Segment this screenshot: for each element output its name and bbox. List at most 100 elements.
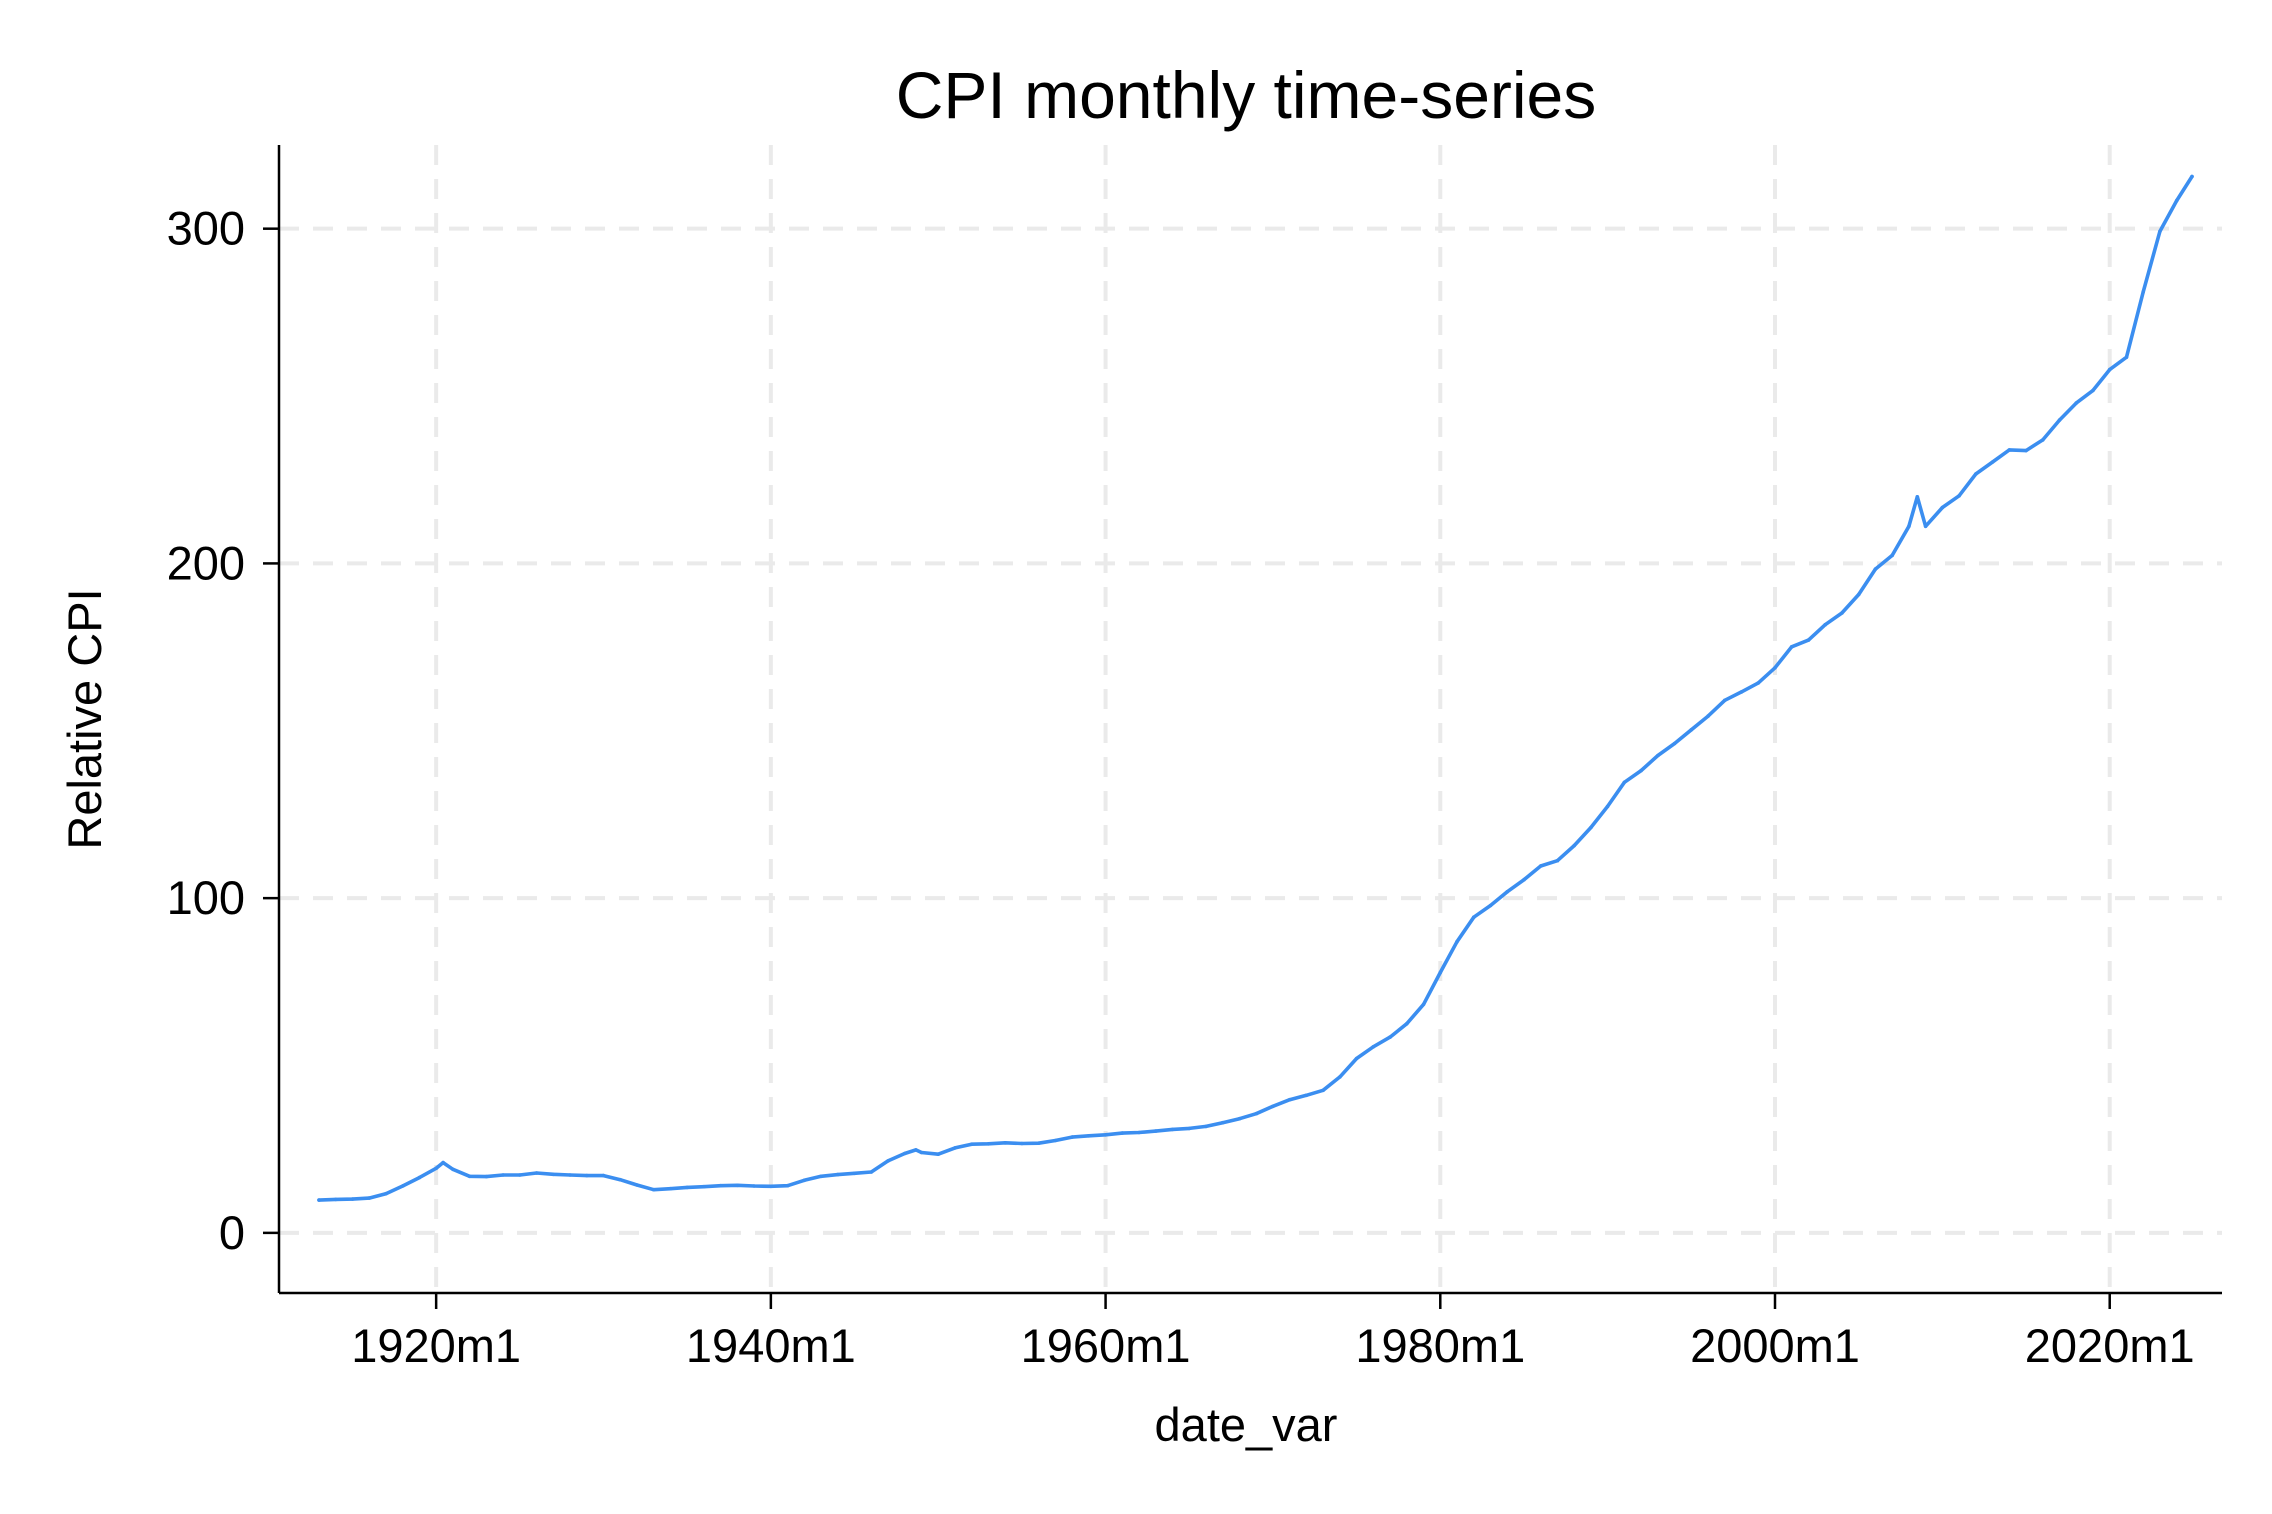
x-tick-label: 2000m1 — [1690, 1319, 1860, 1372]
data-point — [1472, 915, 1476, 919]
data-point — [1103, 1133, 1108, 1137]
data-point — [735, 1183, 740, 1188]
data-point — [1915, 495, 1920, 499]
data-point — [1873, 567, 1878, 571]
data-point — [1120, 1131, 1125, 1135]
data-point — [1271, 1104, 1275, 1109]
data-point — [785, 1183, 790, 1188]
data-point — [1070, 1135, 1074, 1139]
y-tick-label: 0 — [219, 1206, 245, 1259]
series-layer — [317, 174, 2194, 1202]
data-point — [2074, 401, 2078, 405]
data-point — [1455, 939, 1459, 944]
data-point — [1438, 970, 1443, 975]
data-point — [367, 1196, 372, 1200]
data-point — [484, 1174, 489, 1179]
data-point — [317, 1198, 321, 1202]
data-point — [1672, 741, 1677, 746]
data-point — [333, 1197, 338, 1202]
data-point — [1488, 903, 1493, 908]
data-point — [384, 1191, 388, 1196]
data-point — [1806, 638, 1811, 642]
data-point — [1589, 825, 1593, 830]
data-point — [434, 1166, 438, 1171]
x-axis-title: date_var — [1155, 1398, 1338, 1451]
data-point — [618, 1177, 622, 1182]
data-point — [2057, 418, 2062, 422]
data-point — [1689, 728, 1694, 732]
data-point — [1940, 505, 1945, 510]
data-point — [501, 1173, 505, 1177]
data-point — [919, 1150, 924, 1155]
data-point — [1287, 1097, 1292, 1102]
data-point — [986, 1142, 991, 1146]
data-point — [1555, 858, 1560, 863]
data-point — [1087, 1134, 1091, 1138]
data-point — [1538, 864, 1543, 868]
data-point — [1003, 1141, 1007, 1145]
data-point — [1723, 698, 1727, 703]
data-point — [1220, 1120, 1225, 1125]
data-point — [2091, 388, 2095, 393]
data-point — [936, 1152, 940, 1156]
data-point — [702, 1184, 706, 1189]
x-tick-label: 1980m1 — [1355, 1319, 1525, 1372]
axes — [277, 145, 2222, 1295]
cpi-series-line — [317, 174, 2194, 1202]
data-point — [635, 1183, 639, 1187]
data-point — [1338, 1075, 1342, 1079]
data-point — [902, 1151, 907, 1156]
x-tick-label: 1940m1 — [686, 1319, 856, 1372]
data-point — [585, 1173, 589, 1178]
data-point — [1388, 1035, 1392, 1039]
data-point — [1605, 804, 1610, 809]
data-point — [1204, 1124, 1208, 1129]
data-point — [1823, 622, 1827, 627]
data-point — [1739, 690, 1744, 694]
data-point — [685, 1185, 689, 1190]
data-point — [1756, 681, 1761, 685]
data-point — [953, 1146, 957, 1150]
data-point — [1522, 877, 1526, 882]
data-point — [1840, 611, 1844, 615]
data-point — [1990, 460, 1995, 464]
data-point — [1170, 1127, 1175, 1132]
data-point — [769, 1184, 773, 1189]
data-point — [1923, 524, 1928, 529]
data-point — [2107, 367, 2112, 372]
data-point — [1773, 666, 1777, 670]
ticks: 1920m1 1940m1 1960m1 1980m1 2000m1 2020m1 0 100… — [167, 202, 2195, 1372]
data-point — [914, 1148, 918, 1152]
x-tick-label: 2020m1 — [2025, 1319, 2195, 1372]
y-tick-label: 300 — [167, 202, 245, 255]
data-point — [417, 1175, 422, 1180]
data-point — [451, 1167, 455, 1172]
data-point — [1957, 494, 1961, 498]
data-point — [1421, 1002, 1426, 1007]
data-point — [852, 1171, 857, 1176]
data-point — [518, 1173, 522, 1177]
data-point — [1505, 890, 1509, 894]
data-point — [651, 1187, 656, 1192]
y-tick-label: 200 — [167, 536, 245, 589]
data-point — [1907, 524, 1911, 529]
data-point — [2158, 229, 2162, 234]
data-point — [2124, 355, 2129, 360]
data-point — [568, 1173, 572, 1177]
data-point — [752, 1184, 756, 1188]
data-point — [1706, 714, 1710, 718]
data-point — [819, 1174, 823, 1179]
data-point — [2007, 448, 2012, 452]
data-point — [1254, 1111, 1258, 1116]
y-tick-label: 100 — [167, 871, 245, 924]
data-point — [1053, 1138, 1058, 1143]
data-point — [668, 1186, 673, 1191]
data-point — [1304, 1093, 1309, 1098]
data-point — [869, 1170, 874, 1174]
data-point — [2141, 290, 2145, 294]
data-point — [836, 1172, 840, 1177]
data-point — [1622, 780, 1627, 785]
data-point — [2190, 174, 2194, 179]
data-point — [886, 1159, 890, 1163]
